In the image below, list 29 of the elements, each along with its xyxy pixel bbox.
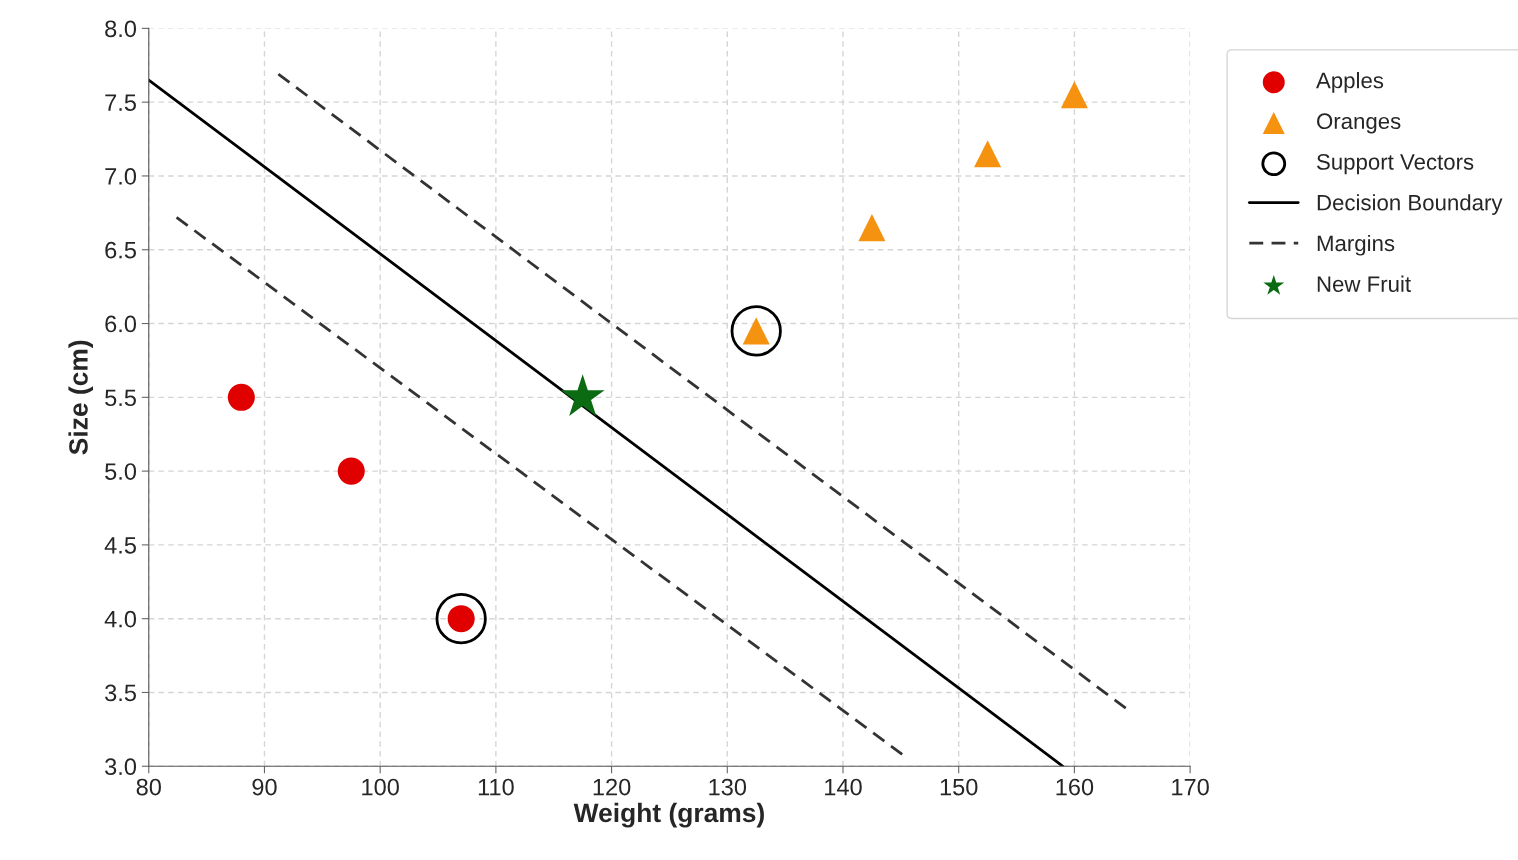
x-tick-label: 150 — [940, 778, 978, 796]
x-tick-label: 110 — [478, 778, 514, 796]
x-axis-title: Weight (grams) — [573, 802, 764, 828]
y-axis-title: Size (cm) — [68, 340, 94, 455]
y-tick-label: 7.5 — [105, 94, 136, 111]
y-tick-label: 8.0 — [105, 20, 137, 38]
y-tick-label: 6.5 — [105, 241, 136, 259]
legend-label: New Fruit — [1317, 275, 1411, 292]
x-tick-label: 130 — [709, 778, 747, 796]
legend-label: Support Vectors — [1317, 154, 1474, 175]
legend-label: Decision Boundary — [1317, 194, 1503, 215]
x-tick-label: 140 — [825, 778, 862, 796]
y-tick-label: 4.5 — [104, 537, 136, 554]
y-tick-label: 6.0 — [105, 315, 137, 333]
y-tick-label: 3.0 — [105, 758, 137, 776]
y-tick-label: 3.5 — [105, 684, 136, 702]
x-tick-label: 80 — [136, 778, 161, 796]
legend-label: Apples — [1316, 72, 1384, 93]
x-tick-label: 160 — [1056, 778, 1094, 796]
y-tick-label: 4.0 — [104, 610, 137, 628]
y-tick-label: 7.0 — [105, 168, 137, 185]
x-tick-label: 170 — [1172, 778, 1209, 796]
y-tick-label: 5.0 — [105, 463, 137, 480]
x-tick-label: 90 — [252, 778, 277, 796]
y-tick-label: 5.5 — [105, 389, 136, 407]
x-tick-label: 100 — [362, 778, 399, 796]
legend-label: Margins — [1317, 234, 1395, 256]
x-tick-label: 120 — [593, 778, 631, 796]
legend-label: Oranges — [1317, 113, 1401, 134]
